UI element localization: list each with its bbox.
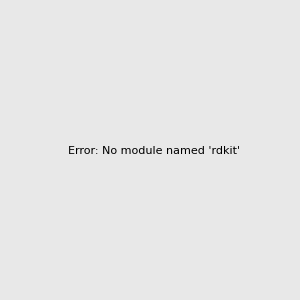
- Text: Error: No module named 'rdkit': Error: No module named 'rdkit': [68, 146, 240, 157]
